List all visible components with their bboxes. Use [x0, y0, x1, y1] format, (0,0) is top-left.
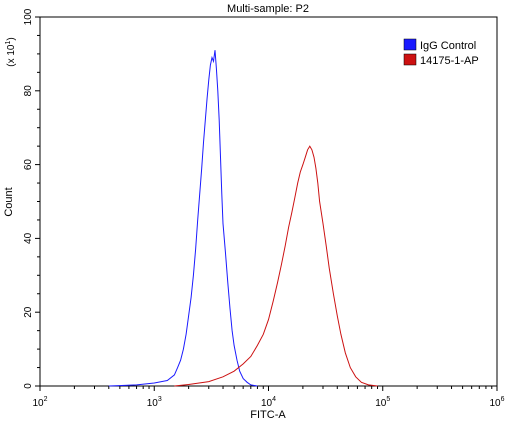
y-scale-note: (x 101)	[5, 37, 17, 66]
series-layer	[108, 50, 378, 387]
series-line-1	[108, 50, 258, 387]
legend-label: IgG Control	[420, 40, 476, 52]
x-axis-ticks: 102 103 104 105 106	[32, 386, 505, 409]
series-line-2	[174, 145, 378, 387]
legend: IgG Control 14175-1-AP	[403, 38, 479, 67]
x-tick-label: 104	[261, 396, 276, 409]
legend-label: 14175-1-AP	[420, 55, 479, 67]
y-tick-label: 80	[23, 85, 34, 97]
y-axis-label: Count	[3, 187, 15, 216]
x-tick-label: 103	[147, 396, 162, 409]
x-tick-label: 102	[32, 396, 47, 409]
chart-title: Multi-sample: P2	[227, 3, 309, 15]
y-tick-label: 100	[23, 8, 34, 25]
y-axis-ticks: 0 20 40 60 80 100	[23, 8, 40, 389]
x-axis-label: FITC-A	[250, 409, 286, 421]
y-tick-label: 0	[23, 383, 34, 389]
legend-swatch	[403, 38, 417, 51]
svg-text:(x 101): (x 101)	[5, 37, 17, 66]
plot-frame	[39, 16, 498, 387]
y-tick-label: 20	[23, 306, 34, 318]
y-tick-label: 60	[23, 159, 34, 171]
x-tick-label: 105	[375, 396, 390, 409]
y-tick-label: 40	[23, 232, 34, 244]
legend-swatch	[403, 53, 417, 66]
x-tick-label: 106	[489, 396, 504, 409]
